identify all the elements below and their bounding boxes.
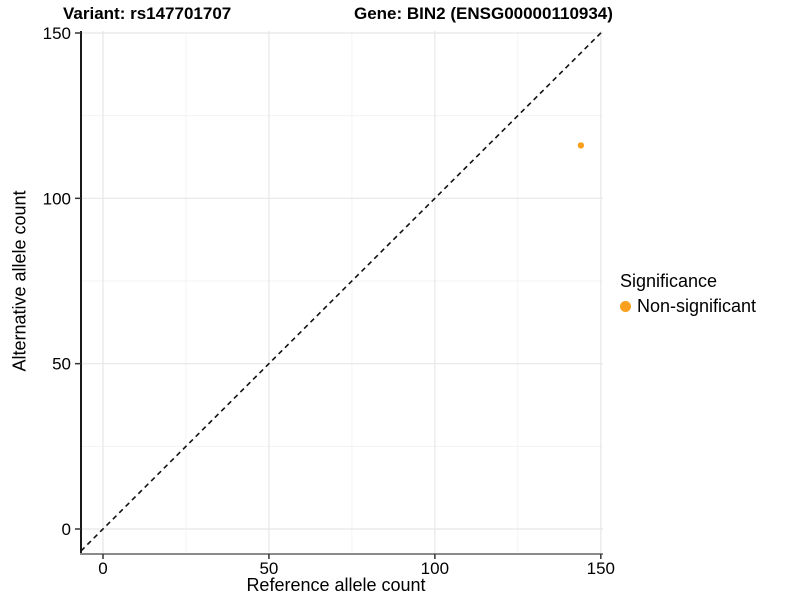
y-tick-label: 0 [62, 520, 71, 539]
data-point [577, 142, 585, 149]
legend-title: Significance [620, 271, 718, 291]
plot-title-gene: Gene: BIN2 (ENSG00000110934) [354, 4, 613, 23]
identity-dashed-line [80, 30, 604, 552]
y-tick-label: 150 [43, 24, 71, 43]
plot-title-variant: Variant: rs147701707 [63, 4, 232, 23]
x-tick-label: 150 [587, 559, 615, 578]
legend-item-non-significant: Non-significant [620, 296, 756, 317]
x-tick-label: 100 [421, 559, 449, 578]
y-tick-label: 50 [52, 355, 71, 374]
y-tick-label: 100 [43, 189, 71, 208]
x-axis-title: Reference allele count [246, 575, 426, 595]
x-tick-label: 0 [98, 559, 107, 578]
legend-point-icon [620, 301, 631, 312]
legend-item-label: Non-significant [637, 296, 757, 316]
legend: Significance Non-significant [620, 271, 756, 317]
x-tick-label: 50 [259, 559, 278, 578]
